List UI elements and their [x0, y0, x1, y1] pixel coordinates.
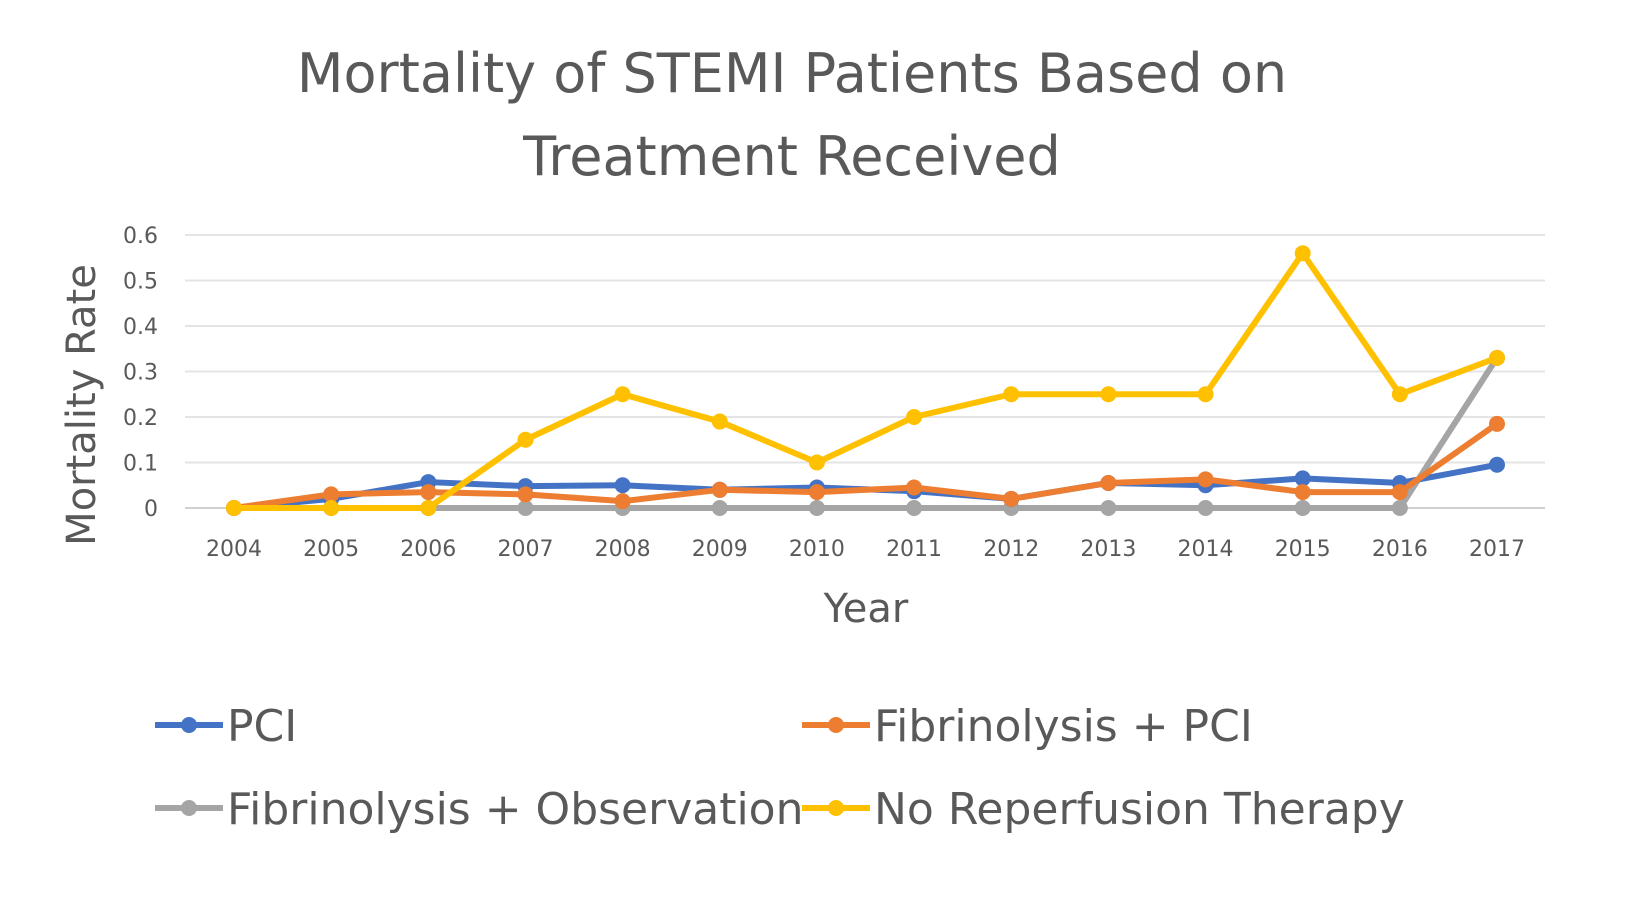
x-tick-label: 2008	[595, 537, 651, 562]
legend-marker	[828, 717, 844, 733]
data-point	[1391, 484, 1408, 501]
series-line	[234, 356, 1500, 511]
legend-item: Fibrinolysis + Observation	[155, 784, 804, 835]
x-tick-label: 2010	[789, 537, 845, 562]
y-tick-label: 0.3	[123, 361, 158, 386]
legend-label: PCI	[227, 701, 297, 752]
data-point	[1003, 386, 1020, 403]
legend-item: Fibrinolysis + PCI	[802, 701, 1253, 752]
x-tick-label: 2017	[1469, 537, 1525, 562]
legend-label: Fibrinolysis + PCI	[874, 701, 1253, 752]
legend-label: No Reperfusion Therapy	[874, 784, 1405, 835]
x-tick-label: 2006	[400, 537, 456, 562]
data-point	[1391, 386, 1408, 403]
legend-marker	[181, 717, 197, 733]
data-point	[906, 479, 923, 496]
chart-title-line-2: Treatment Received	[522, 125, 1061, 188]
data-point	[323, 500, 340, 516]
x-tick-label: 2012	[983, 537, 1039, 562]
data-point	[808, 454, 825, 471]
y-tick-label: 0.1	[123, 452, 158, 477]
legend-marker	[828, 800, 844, 816]
x-tick-label: 2007	[497, 537, 553, 562]
data-point	[1489, 415, 1505, 432]
data-point	[808, 500, 825, 516]
x-tick-label: 2004	[206, 537, 262, 562]
legend-marker	[181, 800, 197, 816]
data-point	[226, 500, 242, 516]
series-line	[233, 421, 1499, 511]
data-point	[1391, 500, 1408, 516]
chart-title-line-1: Mortality of STEMI Patients Based on	[297, 42, 1287, 105]
data-point	[614, 493, 631, 510]
x-tick-label: 2015	[1275, 537, 1331, 562]
data-point	[517, 500, 534, 516]
data-point	[420, 500, 437, 516]
data-point	[1100, 474, 1117, 491]
data-point	[711, 413, 728, 430]
y-tick-label: 0.2	[123, 406, 158, 431]
data-point	[1197, 471, 1214, 488]
x-tick-label: 2009	[692, 537, 748, 562]
legend-item: No Reperfusion Therapy	[802, 784, 1405, 835]
y-tick-label: 0.6	[123, 224, 158, 249]
data-point	[614, 386, 631, 403]
x-tick-label: 2014	[1178, 537, 1234, 562]
data-point	[808, 484, 825, 501]
data-point	[1489, 349, 1505, 366]
data-point	[1294, 245, 1311, 262]
x-axis-label: Year	[823, 586, 909, 632]
data-point	[517, 431, 534, 448]
data-point	[1489, 456, 1505, 473]
data-point	[906, 409, 923, 425]
data-point	[1197, 500, 1214, 516]
data-point	[517, 486, 534, 503]
x-tick-label: 2005	[303, 537, 359, 562]
data-point	[711, 500, 728, 516]
legend-label: Fibrinolysis + Observation	[227, 784, 804, 835]
data-point	[614, 477, 631, 494]
data-point	[323, 486, 340, 503]
x-tick-label: 2013	[1080, 537, 1136, 562]
y-axis-label: Mortality Rate	[59, 264, 105, 546]
data-point	[1197, 386, 1214, 403]
data-point	[1100, 386, 1117, 403]
data-point	[1100, 500, 1117, 516]
data-point	[1003, 490, 1020, 507]
data-point	[420, 484, 437, 501]
x-tick-label: 2011	[886, 537, 942, 562]
y-tick-label: 0.5	[123, 270, 158, 295]
y-tick-label: 0.4	[123, 315, 158, 340]
y-tick-label: 0	[144, 497, 158, 522]
data-point	[1294, 470, 1311, 487]
data-point	[1294, 500, 1311, 516]
series-no-reperfusion-therapy	[226, 245, 1505, 516]
data-point	[906, 500, 923, 516]
legend-item: PCI	[155, 701, 297, 752]
series-fibrinolysis-pci	[226, 415, 1505, 516]
data-point	[1294, 484, 1311, 501]
x-tick-label: 2016	[1372, 537, 1428, 562]
data-point	[711, 481, 728, 498]
series-line	[234, 250, 1499, 511]
